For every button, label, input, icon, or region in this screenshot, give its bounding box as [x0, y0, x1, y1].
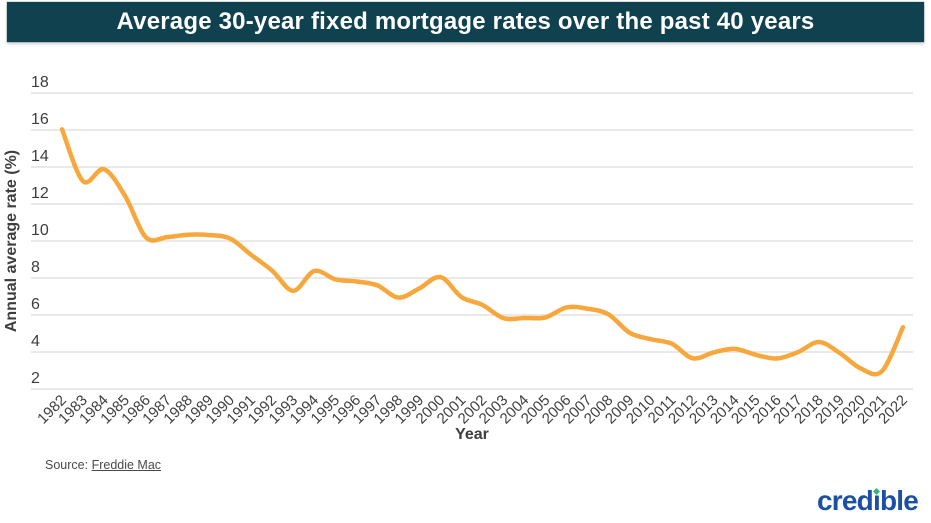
chart-title-bar: Average 30-year fixed mortgage rates ove…: [7, 2, 924, 42]
x-tick-labels: 1982198319841985198619871988198919901991…: [34, 392, 911, 428]
x-axis-label: Year: [455, 426, 489, 443]
logo-text-right: ble: [879, 485, 919, 516]
source-prefix: Source:: [45, 458, 89, 472]
gridlines: [31, 92, 913, 390]
logo-text-left: cred: [817, 485, 874, 516]
y-tick-label: 6: [31, 296, 40, 313]
y-tick-label: 12: [31, 185, 49, 202]
logo-i: ı: [872, 485, 881, 516]
y-tick-label: 4: [31, 333, 40, 350]
rate-line: [59, 127, 906, 377]
credible-logo: credı ble: [817, 485, 919, 516]
y-tick-label: 16: [31, 111, 49, 128]
page-title: Average 30-year fixed mortgage rates ove…: [116, 8, 815, 35]
y-tick-label: 10: [31, 222, 49, 239]
y-tick-label: 14: [31, 148, 49, 165]
logo-i-stem: ı: [872, 485, 881, 516]
source-link[interactable]: Freddie Mac: [91, 458, 162, 472]
y-tick-labels: 2 4 6 8 10 12 14 16 18: [31, 74, 49, 387]
y-tick-label: 8: [31, 259, 40, 276]
source-note: Source: Freddie Mac: [45, 458, 161, 472]
y-axis-label: Annual average rate (%): [3, 150, 20, 332]
y-tick-label: 18: [31, 74, 49, 91]
y-tick-label: 2: [31, 370, 40, 387]
